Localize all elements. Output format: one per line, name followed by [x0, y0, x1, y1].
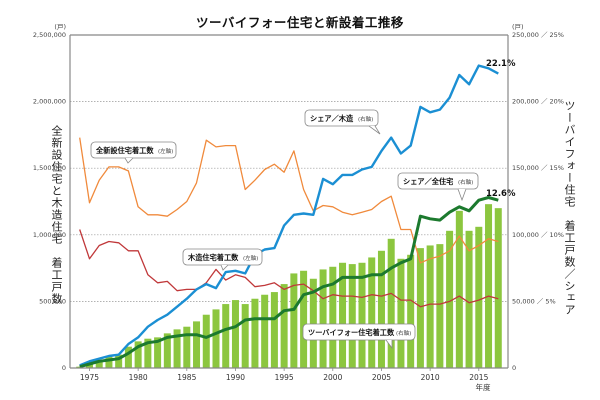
bar-2000 [329, 266, 337, 368]
bar-1982 [154, 337, 162, 368]
x-tick-label: 1995 [275, 373, 294, 382]
bar-1988 [212, 309, 220, 368]
x-tick-label: 1980 [129, 373, 148, 382]
callout-share-all: シェア／全住宅 (右軸) [397, 172, 479, 202]
chart-title: ツーバイフォー住宅と新設着工推移 [196, 15, 404, 30]
bar-2004 [368, 257, 376, 368]
bar-1985 [183, 326, 191, 368]
callout-label: ツーバイフォー住宅着工数 [308, 328, 395, 337]
x-tick-label: 2010 [421, 373, 440, 382]
left-tick-label: 0 [62, 364, 66, 372]
x-tick-label: 1975 [80, 373, 99, 382]
bar-1981 [144, 338, 152, 368]
bar-1999 [319, 269, 327, 368]
bar-1990 [231, 300, 239, 368]
bar-1997 [300, 270, 308, 368]
bar-2008 [407, 254, 415, 368]
callout-2x4-starts: ツーバイフォー住宅着工数 (右軸) [302, 323, 416, 350]
bar-1979 [124, 346, 132, 368]
bar-2016 [485, 204, 493, 368]
bar-series-2x4-starts [76, 204, 502, 368]
bar-1974 [76, 366, 84, 368]
callout-share-wooden: シェア／木造 (右軸) [304, 109, 381, 135]
bar-1978 [115, 354, 123, 368]
callout-label: 木造住宅着工数 [187, 253, 239, 262]
x-axis-label: 年度 [476, 382, 491, 392]
line-wooden-housing [79, 229, 499, 308]
line-total-housing [79, 137, 499, 264]
tick-labels: 0 500,000 1,000,000 1,500,000 2,000,000 2,500… [33, 31, 564, 382]
bar-2006 [387, 238, 395, 368]
bar-2009 [416, 248, 424, 368]
line-share-wooden [79, 64, 499, 367]
end-label-share-all: 12.6% [486, 189, 516, 199]
callout-note: (左軸) [158, 147, 173, 155]
bar-1991 [241, 304, 249, 368]
bar-2007 [397, 258, 405, 368]
left-tick-label: 1,000,000 [33, 231, 66, 239]
callout-note: (右軸) [396, 329, 411, 337]
callout-note: (左軸) [243, 254, 258, 262]
left-tick-label: 2,000,000 [33, 98, 66, 106]
gridlines [70, 101, 508, 302]
bar-1994 [270, 292, 278, 368]
bar-2017 [494, 208, 502, 368]
right-tick-label: 250,000 ／ 25% [512, 31, 564, 39]
bar-2003 [358, 262, 366, 368]
line-share-all [79, 196, 499, 369]
callout-wooden-housing: 木造住宅着工数 (左軸) [182, 248, 263, 271]
end-label-share-wooden: 22.1% [486, 59, 516, 69]
callout-label: 全新設住宅着工数 [95, 146, 154, 155]
bar-1987 [202, 314, 210, 368]
bar-1986 [193, 321, 201, 368]
bar-1993 [261, 294, 269, 368]
callout-label: シェア／木造 [310, 114, 354, 123]
x-tick-label: 2000 [323, 373, 342, 382]
bar-2010 [426, 245, 434, 368]
right-tick-label: 0 [512, 364, 516, 372]
right-tick-label: 50,000 ／ 5% [512, 297, 556, 305]
callout-label: シェア／全住宅 [403, 177, 453, 186]
bar-2015 [475, 226, 483, 368]
bar-2013 [455, 210, 463, 368]
bar-2001 [339, 262, 347, 368]
left-unit-label: (戸) [54, 23, 66, 31]
line-series [79, 64, 499, 369]
bar-1983 [163, 333, 171, 368]
bar-2002 [348, 264, 356, 368]
bar-1996 [290, 273, 298, 368]
x-tick-label: 1985 [177, 373, 196, 382]
left-tick-label: 2,500,000 [33, 31, 66, 39]
x-tick-label: 1990 [226, 373, 245, 382]
bar-2014 [465, 230, 473, 368]
bar-1980 [134, 341, 142, 368]
bar-1995 [280, 284, 288, 368]
bar-1992 [251, 298, 259, 368]
right-tick-label: 200,000 ／ 20% [512, 98, 564, 106]
callout-total-housing: 全新設住宅着工数 (左軸) [90, 141, 177, 164]
x-tick-label: 2015 [469, 373, 488, 382]
right-unit-label: (戸) [512, 23, 524, 31]
left-tick-label: 1,500,000 [33, 164, 66, 172]
bar-1989 [222, 304, 230, 368]
left-tick-label: 500,000 [39, 297, 66, 305]
bar-2005 [377, 250, 385, 368]
right-axis-label: ツーバイフォー住宅 着工戸数／シェア [563, 100, 576, 316]
bar-2011 [436, 244, 444, 368]
right-tick-label: 150,000 ／ 15% [512, 164, 564, 172]
right-tick-label: 100,000 ／ 10% [512, 231, 564, 239]
bar-1975 [85, 364, 93, 368]
bar-1998 [309, 278, 317, 368]
left-axis-label: 全新設住宅と木造住宅 着工戸数 [50, 125, 63, 305]
axes [69, 34, 509, 369]
bar-1984 [173, 329, 181, 368]
bar-1977 [105, 356, 113, 368]
callout-note: (右軸) [458, 178, 473, 186]
bar-2012 [446, 230, 454, 368]
x-tick-label: 2005 [372, 373, 391, 382]
callout-note: (右軸) [358, 115, 373, 123]
bar-1976 [95, 360, 103, 368]
